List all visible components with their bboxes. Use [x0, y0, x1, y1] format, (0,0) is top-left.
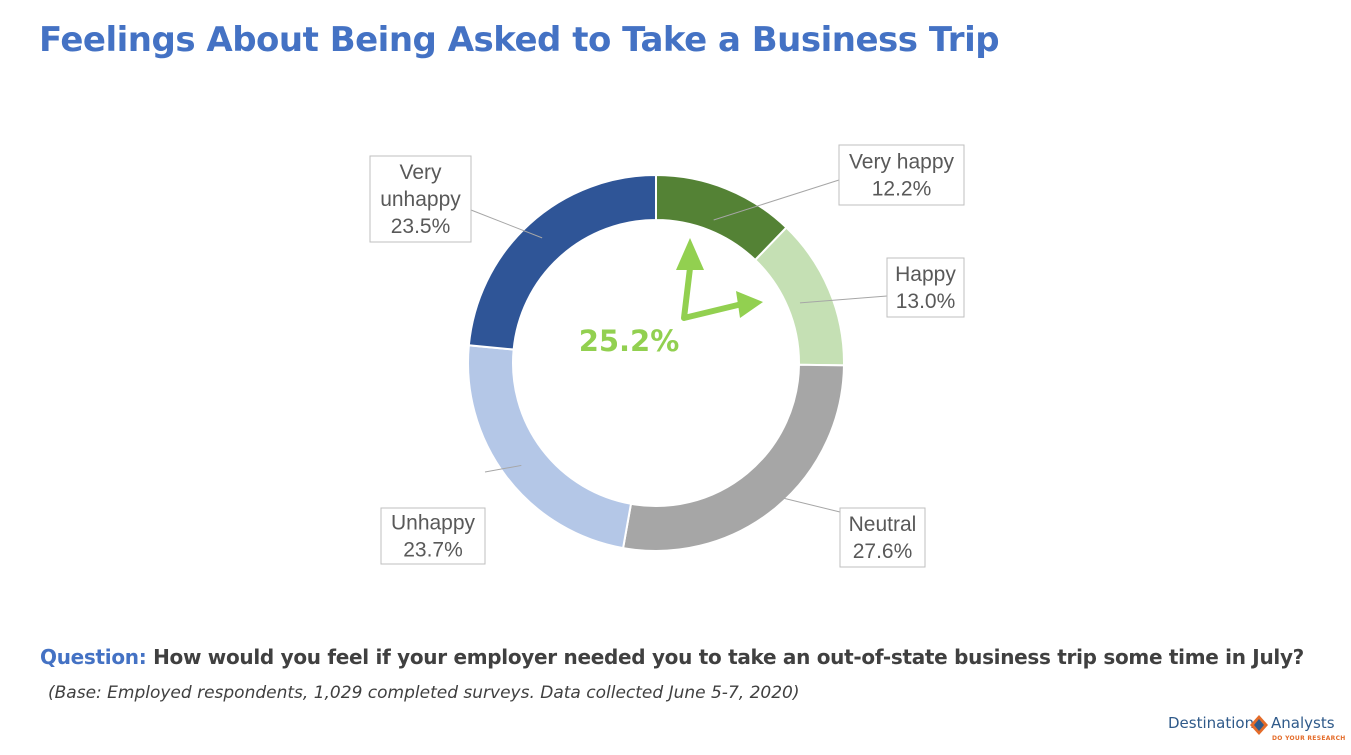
callout-box [380, 507, 486, 565]
callout-very-unhappy: Very unhappy 23.5% [369, 155, 472, 243]
leader-line-neutral [763, 492, 841, 513]
category-label-very-unhappy: Very [399, 161, 442, 184]
category-label-happy: Happy [895, 263, 956, 286]
leader-line-very-happy [713, 179, 840, 221]
data-callouts: Very happy 12.2% Happy 13.0% Neutral 27.6% Unh… [369, 144, 965, 568]
arrow-right-head [736, 291, 763, 318]
base-note: (Base: Employed respondents, 1,029 compl… [48, 683, 800, 703]
question-label: Question: [40, 645, 147, 669]
callout-happy: Happy 13.0% [886, 257, 965, 318]
leader-line-very-unhappy [470, 209, 543, 239]
arrow-shaft [681, 265, 745, 321]
question: Question: How would you feel if your emp… [40, 645, 1304, 669]
category-label-unhappy: Unhappy [391, 512, 476, 535]
slice-very-unhappy [467, 173, 657, 351]
page-title: Feelings About Being Asked to Take a Bus… [39, 20, 1000, 60]
callout-box [369, 155, 472, 243]
logo-text-right: Analysts [1271, 714, 1335, 732]
leader-line-unhappy [484, 464, 522, 473]
destination-analysts-logo: Destination Analysts DO YOUR RESEARCH [1168, 714, 1346, 746]
center-value: 25.2% [579, 324, 680, 358]
leader-lines [470, 179, 888, 513]
callout-neutral: Neutral 27.6% [839, 507, 926, 568]
slice-unhappy [467, 344, 633, 550]
callout-box [838, 144, 965, 206]
diamond-logo-icon [1250, 715, 1268, 735]
arrow-annotation [676, 238, 763, 321]
logo-tagline: DO YOUR RESEARCH [1272, 735, 1346, 742]
data-label-happy: 13.0% [896, 290, 956, 313]
data-label-unhappy: 23.7% [403, 539, 463, 562]
leader-line-happy [799, 295, 888, 304]
logo-text-left: Destination [1168, 714, 1255, 732]
data-label-very-unhappy: 23.5% [391, 215, 451, 238]
category-label-neutral: Neutral [849, 513, 917, 536]
callout-box [839, 507, 926, 568]
question-text: How would you feel if your employer need… [153, 645, 1304, 669]
callout-very-happy: Very happy 12.2% [838, 144, 965, 206]
data-label-very-happy: 12.2% [872, 178, 932, 201]
slice-neutral [621, 363, 845, 552]
arrow-up-head [676, 238, 704, 270]
category-label-very-happy: Very happy [849, 151, 955, 174]
callout-unhappy: Unhappy 23.7% [380, 507, 486, 565]
category-label-very-unhappy: unhappy [380, 188, 461, 211]
data-label-neutral: 27.6% [853, 540, 913, 563]
donut-chart: Very happy 12.2% Happy 13.0% Neutral 27.6% Unh… [369, 144, 965, 568]
slice-happy [753, 226, 845, 367]
callout-box [886, 257, 965, 318]
